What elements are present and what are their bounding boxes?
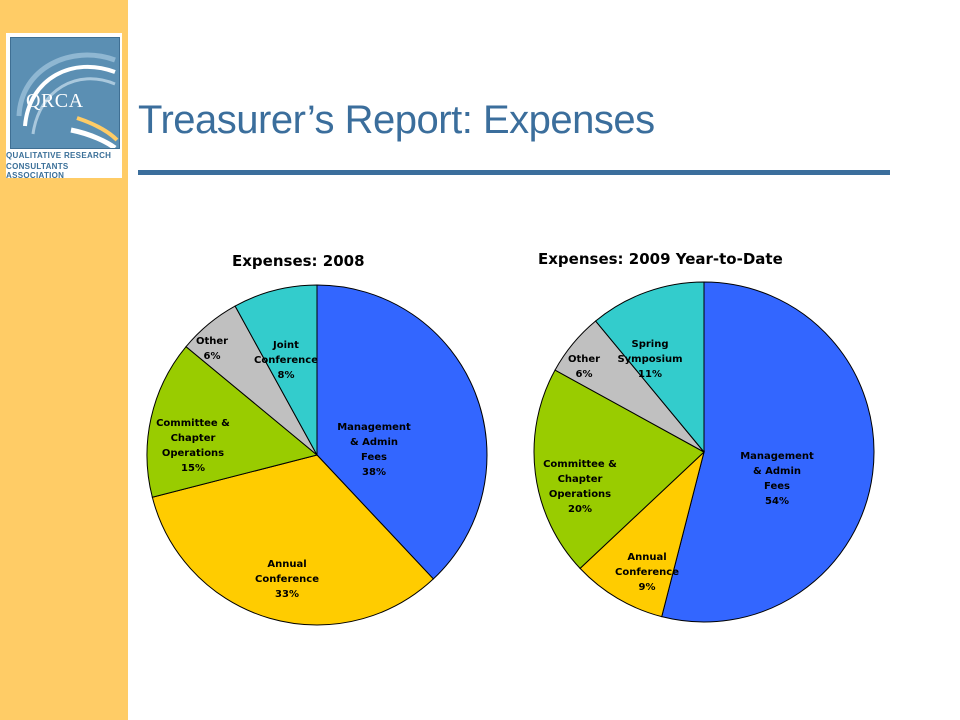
logo-emblem: QRCA xyxy=(10,37,120,149)
logo-swirl-icon xyxy=(16,52,119,148)
slice-label: Committee & Chapter Operations 15% xyxy=(156,418,230,474)
qrca-logo: QRCA QUALITATIVE RESEARCH CONSULTANTS AS… xyxy=(6,33,122,180)
logo-tagline-1: QUALITATIVE RESEARCH xyxy=(6,151,112,160)
logo-abbreviation: QRCA xyxy=(26,90,84,112)
title-underline xyxy=(138,170,890,175)
slice-label: Annual Conference 9% xyxy=(615,552,679,593)
slice-label: Other 6% xyxy=(568,354,600,380)
pie-slice xyxy=(146,345,319,498)
slide-title: Treasurer’s Report: Expenses xyxy=(138,98,655,142)
pie-chart-2009: Management & Admin Fees 54% Annual Conference… xyxy=(533,281,875,623)
pie-slice xyxy=(316,284,488,580)
pie-slice xyxy=(533,369,705,570)
pie-chart-2008: Management & Admin Fees 38% Annual Conference… xyxy=(146,284,488,626)
slice-label: Management & Admin Fees 38% xyxy=(337,422,411,478)
chart-title-2009: Expenses: 2009 Year-to-Date xyxy=(538,250,783,268)
slice-label: Spring Symposium 11% xyxy=(617,339,682,380)
pie-slice xyxy=(579,450,705,618)
pie-slice xyxy=(151,454,435,626)
slice-label: Annual Conference 33% xyxy=(255,559,319,600)
pie-slice xyxy=(661,281,875,623)
pie-slice xyxy=(594,281,705,454)
logo-tagline-2: CONSULTANTS ASSOCIATION xyxy=(6,162,69,180)
chart-title-2008: Expenses: 2008 xyxy=(232,252,365,270)
slice-label: Joint Conference 8% xyxy=(254,340,318,381)
slice-label: Committee & Chapter Operations 20% xyxy=(543,459,617,515)
pie-slice xyxy=(234,284,318,456)
slice-label: Other 6% xyxy=(196,336,228,362)
slice-label: Management & Admin Fees 54% xyxy=(740,451,814,507)
